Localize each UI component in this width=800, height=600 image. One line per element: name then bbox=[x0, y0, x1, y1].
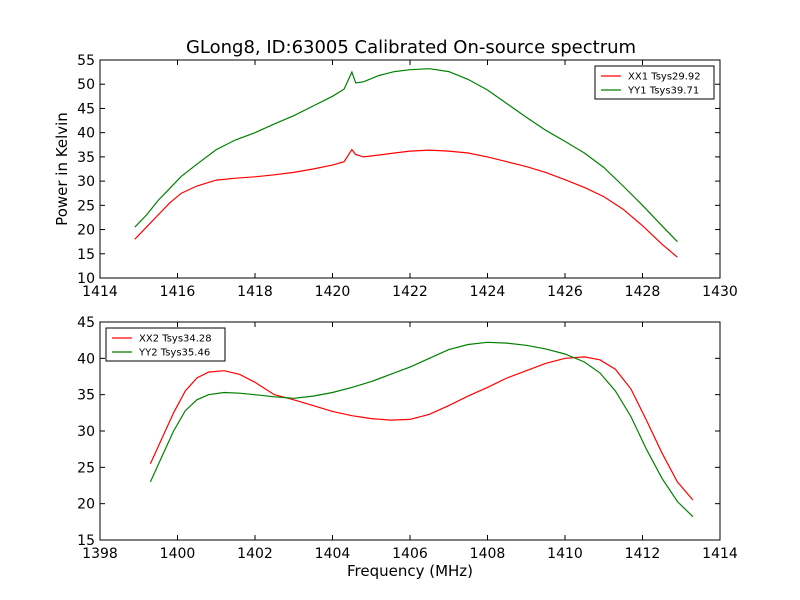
x-tick-label: 1424 bbox=[470, 284, 506, 300]
x-tick-label: 1412 bbox=[625, 546, 661, 562]
y-tick-label: 50 bbox=[77, 77, 95, 93]
legend-label: YY1 Tsys39.71 bbox=[627, 86, 699, 97]
legend-label: YY2 Tsys35.46 bbox=[138, 348, 210, 359]
x-tick-label: 1418 bbox=[237, 284, 273, 300]
y-tick-label: 25 bbox=[77, 460, 95, 476]
bottom-subplot: 1398 1400 1402 1404 1406 1408 1410 1412 1414 15 20… bbox=[77, 315, 738, 580]
x-tick-label: 1398 bbox=[82, 546, 118, 562]
y-tick-label: 40 bbox=[77, 351, 95, 367]
y-axis-label: Power in Kelvin bbox=[53, 112, 71, 226]
y-tick-label: 35 bbox=[77, 388, 95, 404]
x-tick-label: 1400 bbox=[160, 546, 196, 562]
chart-title: GLong8, ID:63005 Calibrated On-source sp… bbox=[186, 37, 636, 58]
y-tick-label: 20 bbox=[77, 223, 95, 239]
x-tick-label: 1406 bbox=[392, 546, 428, 562]
x-tick-label: 1414 bbox=[82, 284, 118, 300]
x-tick-label: 1428 bbox=[625, 284, 661, 300]
legend: XX2 Tsys34.28 YY2 Tsys35.46 bbox=[105, 327, 226, 362]
y-tick-label: 35 bbox=[77, 150, 95, 166]
x-tick-label: 1430 bbox=[702, 284, 738, 300]
legend-box bbox=[105, 327, 226, 362]
y-tick-label: 45 bbox=[77, 315, 95, 331]
y-tick-label: 55 bbox=[77, 53, 95, 69]
x-tick-label: 1414 bbox=[702, 546, 738, 562]
series-line-1 bbox=[134, 148, 678, 258]
x-tick-label: 1410 bbox=[547, 546, 583, 562]
legend-label: XX1 Tsys29.92 bbox=[628, 72, 701, 83]
y-tick-label: 25 bbox=[77, 198, 95, 214]
legend: XX1 Tsys29.92 YY1 Tsys39.71 bbox=[594, 65, 715, 100]
x-axis-label: Frequency (MHz) bbox=[347, 562, 473, 580]
y-tick-label: 30 bbox=[77, 424, 95, 440]
series-line-2 bbox=[149, 341, 694, 518]
legend-box bbox=[594, 65, 715, 100]
legend-label: XX2 Tsys34.28 bbox=[139, 334, 212, 345]
y-tick-label: 45 bbox=[77, 101, 95, 117]
y-tick-label: 15 bbox=[77, 533, 95, 549]
y-tick-label: 10 bbox=[77, 271, 95, 287]
x-tick-label: 1426 bbox=[547, 284, 583, 300]
y-tick-label: 20 bbox=[77, 497, 95, 513]
series-line-1 bbox=[149, 356, 694, 501]
x-tick-label: 1402 bbox=[237, 546, 273, 562]
x-tick-label: 1420 bbox=[315, 284, 351, 300]
x-tick-label: 1408 bbox=[470, 546, 506, 562]
y-tick-label: 40 bbox=[77, 126, 95, 142]
series-line-2 bbox=[134, 68, 678, 243]
top-subplot: 1414 1416 1418 1420 1422 1424 1426 1428 1430 10 15… bbox=[53, 53, 738, 300]
x-tick-label: 1404 bbox=[315, 546, 351, 562]
x-tick-label: 1416 bbox=[160, 284, 196, 300]
y-tick-label: 30 bbox=[77, 174, 95, 190]
x-tick-label: 1422 bbox=[392, 284, 428, 300]
y-tick-label: 15 bbox=[77, 247, 95, 263]
